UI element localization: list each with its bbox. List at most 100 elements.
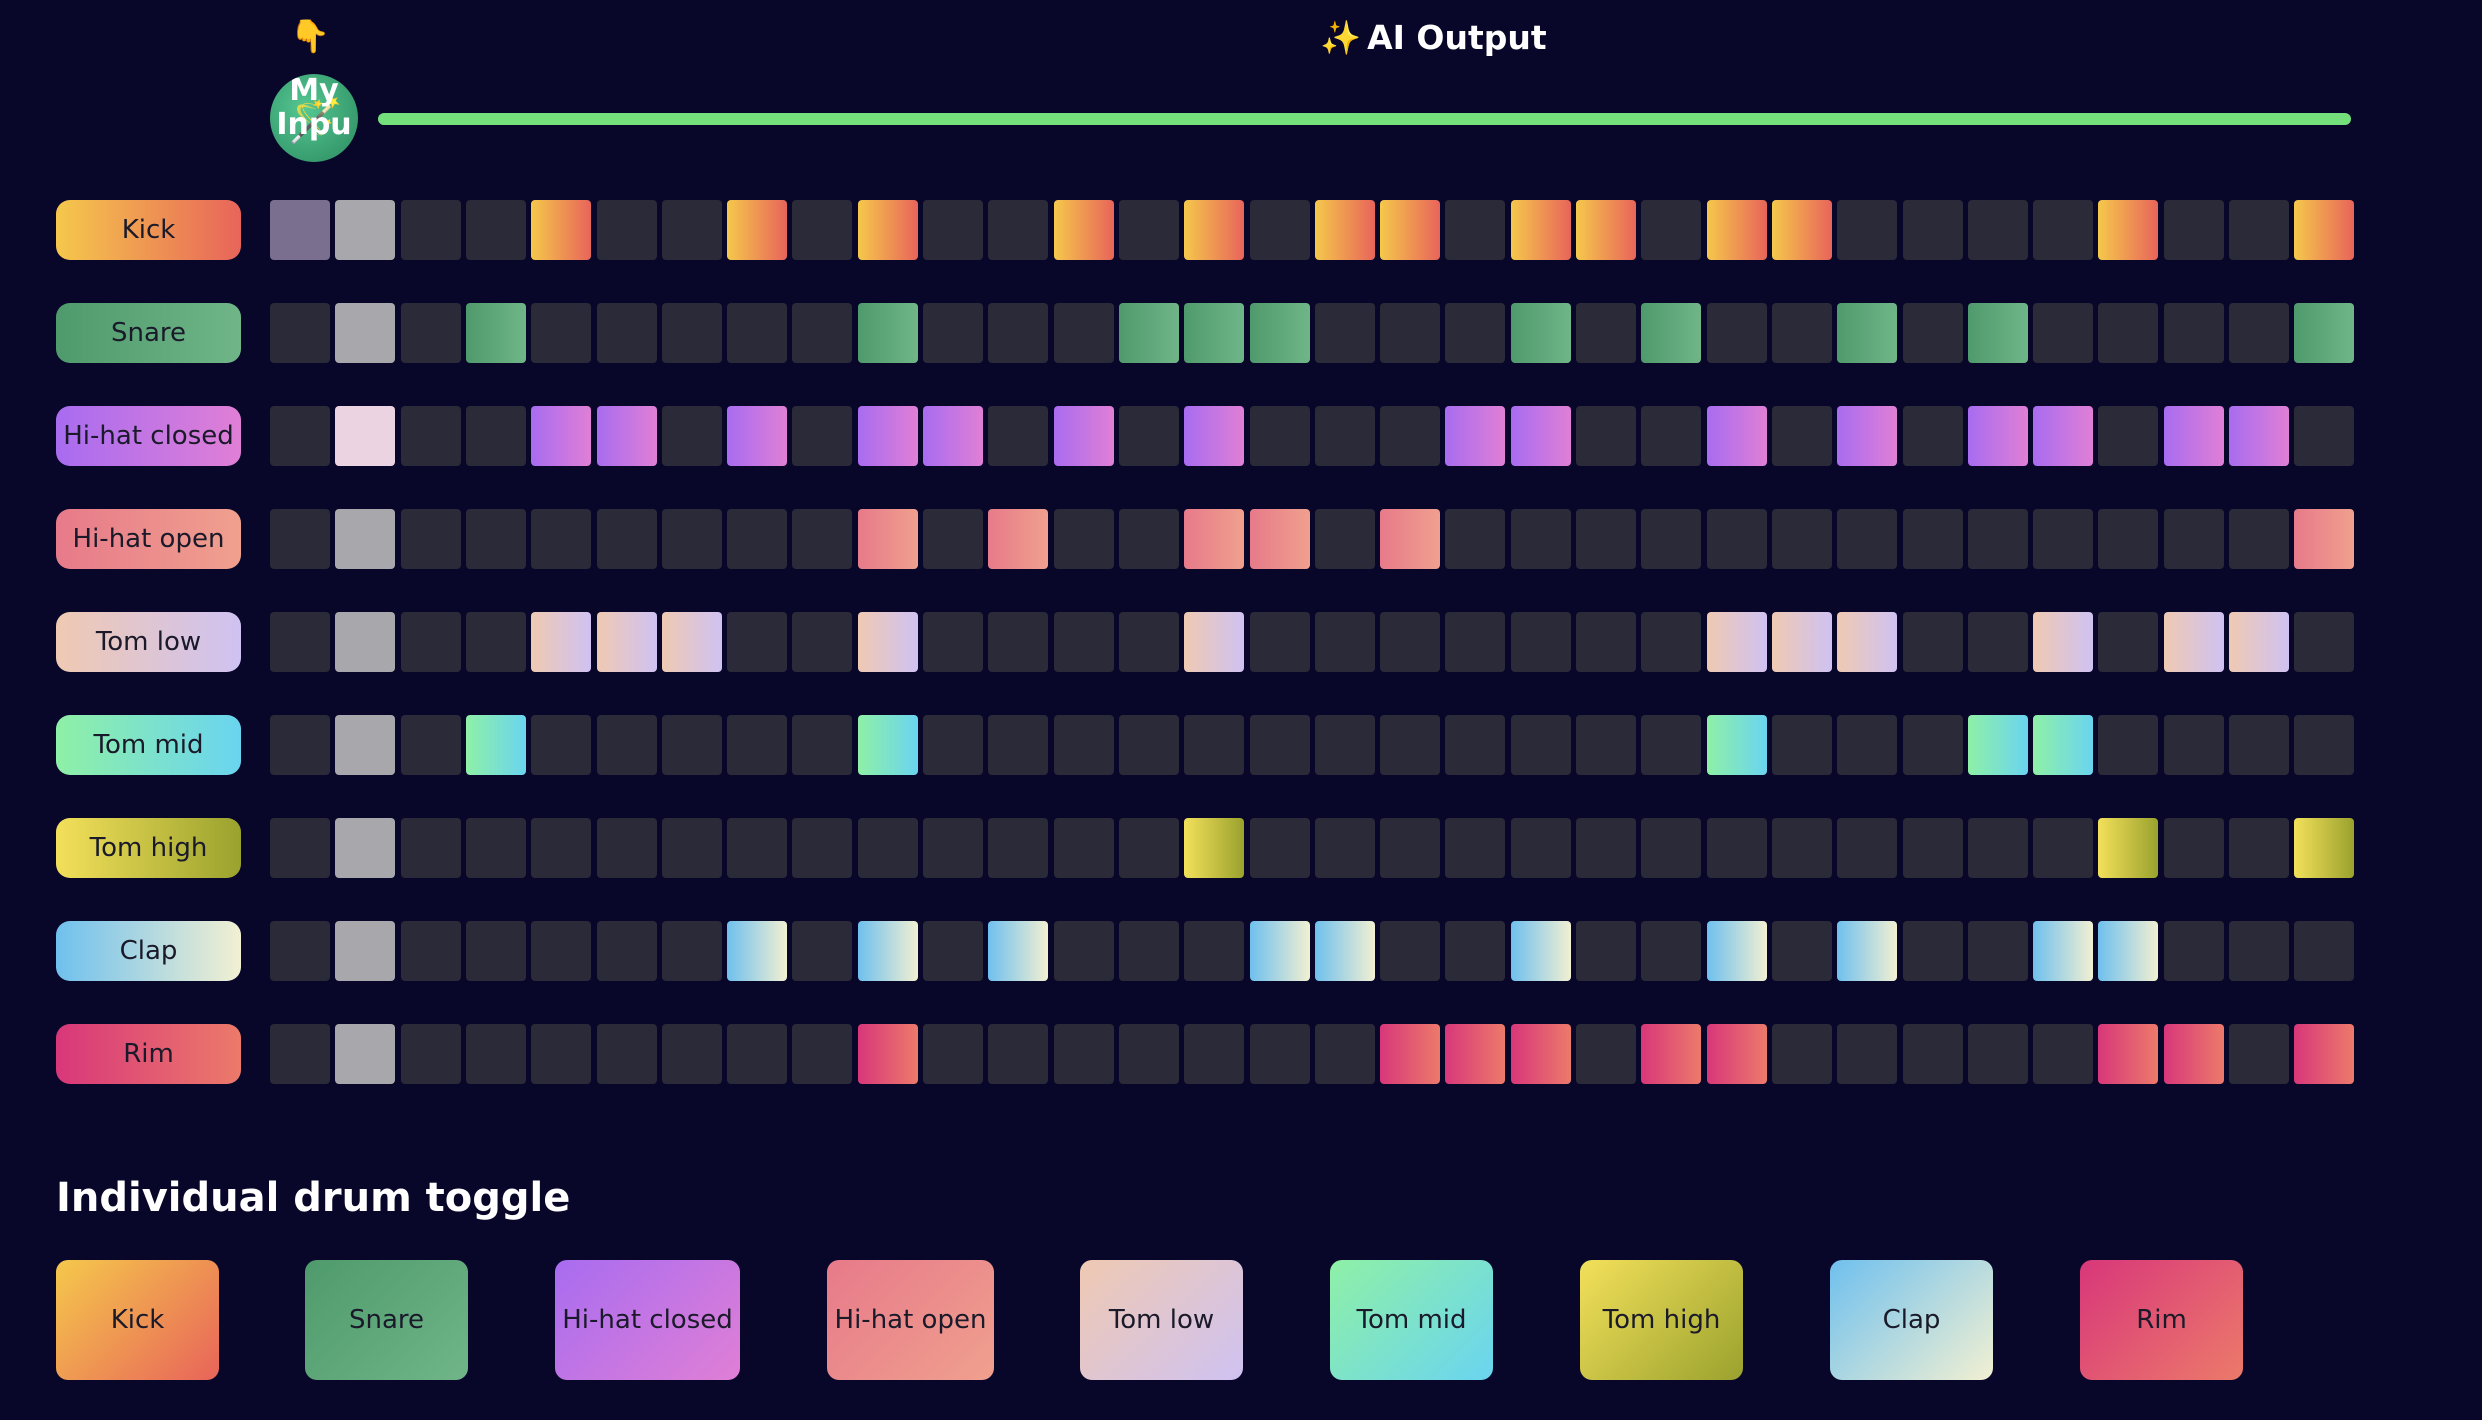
step-cell-clap-32[interactable] xyxy=(2294,921,2355,981)
step-cell-kick-11[interactable] xyxy=(923,200,983,260)
step-cell-rim-15[interactable] xyxy=(1184,1024,1245,1084)
step-cell-clap-8[interactable] xyxy=(727,921,788,981)
step-cell-tom-low-16[interactable] xyxy=(1249,612,1310,672)
step-cell-tom-mid-16[interactable] xyxy=(1249,715,1310,775)
step-cell-tom-low-28[interactable] xyxy=(2033,612,2094,672)
toggle-button-tom-high[interactable]: Tom high xyxy=(1580,1260,1743,1380)
step-cell-tom-high-14[interactable] xyxy=(1118,818,1179,878)
step-cell-rim-7[interactable] xyxy=(661,1024,722,1084)
step-cell-snare-2[interactable] xyxy=(335,303,396,363)
step-cell-hihat-closed-14[interactable] xyxy=(1118,406,1179,466)
step-cell-rim-17[interactable] xyxy=(1314,1024,1375,1084)
step-cell-snare-22[interactable] xyxy=(1641,303,1702,363)
step-cell-tom-mid-31[interactable] xyxy=(2229,715,2289,775)
step-cell-tom-low-20[interactable] xyxy=(1510,612,1571,672)
step-cell-hihat-open-6[interactable] xyxy=(596,509,657,569)
step-cell-snare-16[interactable] xyxy=(1249,303,1310,363)
step-cell-hihat-open-15[interactable] xyxy=(1184,509,1245,569)
step-cell-hihat-closed-3[interactable] xyxy=(400,406,461,466)
step-cell-hihat-open-17[interactable] xyxy=(1314,509,1375,569)
step-cell-tom-low-23[interactable] xyxy=(1706,612,1767,672)
step-cell-clap-13[interactable] xyxy=(1053,921,1114,981)
step-cell-tom-mid-21[interactable] xyxy=(1576,715,1636,775)
step-cell-clap-18[interactable] xyxy=(1380,921,1441,981)
step-cell-hihat-closed-23[interactable] xyxy=(1706,406,1767,466)
step-cell-tom-high-20[interactable] xyxy=(1510,818,1571,878)
step-cell-hihat-open-4[interactable] xyxy=(465,509,526,569)
step-cell-hihat-closed-9[interactable] xyxy=(792,406,853,466)
step-cell-tom-high-22[interactable] xyxy=(1641,818,1702,878)
step-cell-hihat-open-18[interactable] xyxy=(1380,509,1441,569)
step-cell-hihat-open-10[interactable] xyxy=(857,509,918,569)
step-cell-clap-3[interactable] xyxy=(400,921,461,981)
step-cell-hihat-open-25[interactable] xyxy=(1837,509,1898,569)
step-cell-tom-mid-3[interactable] xyxy=(400,715,461,775)
step-cell-tom-high-26[interactable] xyxy=(1902,818,1963,878)
step-cell-rim-2[interactable] xyxy=(335,1024,396,1084)
step-cell-rim-11[interactable] xyxy=(923,1024,983,1084)
step-cell-tom-high-28[interactable] xyxy=(2033,818,2094,878)
step-cell-hihat-closed-11[interactable] xyxy=(923,406,983,466)
step-cell-tom-low-4[interactable] xyxy=(465,612,526,672)
step-cell-snare-24[interactable] xyxy=(1771,303,1832,363)
step-cell-kick-1[interactable] xyxy=(270,200,330,260)
step-cell-snare-3[interactable] xyxy=(400,303,461,363)
step-cell-snare-18[interactable] xyxy=(1380,303,1441,363)
step-cell-tom-high-1[interactable] xyxy=(270,818,330,878)
step-cell-clap-22[interactable] xyxy=(1641,921,1702,981)
step-cell-hihat-closed-5[interactable] xyxy=(531,406,592,466)
step-cell-hihat-open-29[interactable] xyxy=(2098,509,2159,569)
step-cell-kick-6[interactable] xyxy=(596,200,657,260)
step-cell-hihat-closed-31[interactable] xyxy=(2229,406,2289,466)
toggle-button-hihat-open[interactable]: Hi-hat open xyxy=(827,1260,994,1380)
step-cell-tom-low-31[interactable] xyxy=(2229,612,2289,672)
step-cell-tom-low-17[interactable] xyxy=(1314,612,1375,672)
step-cell-tom-high-32[interactable] xyxy=(2294,818,2355,878)
toggle-button-kick[interactable]: Kick xyxy=(56,1260,219,1380)
step-cell-tom-low-15[interactable] xyxy=(1184,612,1245,672)
step-cell-kick-29[interactable] xyxy=(2098,200,2159,260)
step-cell-rim-12[interactable] xyxy=(988,1024,1049,1084)
step-cell-rim-14[interactable] xyxy=(1118,1024,1179,1084)
step-cell-tom-high-18[interactable] xyxy=(1380,818,1441,878)
step-cell-hihat-open-20[interactable] xyxy=(1510,509,1571,569)
step-cell-hihat-open-19[interactable] xyxy=(1445,509,1506,569)
step-cell-rim-25[interactable] xyxy=(1837,1024,1898,1084)
step-cell-tom-low-25[interactable] xyxy=(1837,612,1898,672)
step-cell-clap-29[interactable] xyxy=(2098,921,2159,981)
step-cell-tom-mid-14[interactable] xyxy=(1118,715,1179,775)
step-cell-tom-high-29[interactable] xyxy=(2098,818,2159,878)
step-cell-tom-mid-11[interactable] xyxy=(923,715,983,775)
step-cell-snare-27[interactable] xyxy=(1967,303,2028,363)
step-cell-snare-9[interactable] xyxy=(792,303,853,363)
step-cell-kick-2[interactable] xyxy=(335,200,396,260)
step-cell-tom-high-5[interactable] xyxy=(531,818,592,878)
step-cell-rim-22[interactable] xyxy=(1641,1024,1702,1084)
drum-label-tom-mid[interactable]: Tom mid xyxy=(56,715,241,775)
step-cell-hihat-open-32[interactable] xyxy=(2294,509,2355,569)
step-cell-hihat-closed-24[interactable] xyxy=(1771,406,1832,466)
step-cell-clap-12[interactable] xyxy=(988,921,1049,981)
step-cell-snare-17[interactable] xyxy=(1314,303,1375,363)
step-cell-snare-13[interactable] xyxy=(1053,303,1114,363)
step-cell-clap-15[interactable] xyxy=(1184,921,1245,981)
step-cell-hihat-open-3[interactable] xyxy=(400,509,461,569)
step-cell-tom-high-11[interactable] xyxy=(923,818,983,878)
step-cell-tom-high-6[interactable] xyxy=(596,818,657,878)
step-cell-kick-10[interactable] xyxy=(857,200,918,260)
step-cell-hihat-closed-22[interactable] xyxy=(1641,406,1702,466)
step-cell-hihat-closed-12[interactable] xyxy=(988,406,1049,466)
step-cell-tom-high-12[interactable] xyxy=(988,818,1049,878)
step-cell-hihat-closed-30[interactable] xyxy=(2163,406,2224,466)
step-cell-kick-31[interactable] xyxy=(2229,200,2289,260)
step-cell-tom-high-7[interactable] xyxy=(661,818,722,878)
step-cell-rim-6[interactable] xyxy=(596,1024,657,1084)
step-cell-clap-9[interactable] xyxy=(792,921,853,981)
step-cell-tom-low-29[interactable] xyxy=(2098,612,2159,672)
step-cell-tom-low-1[interactable] xyxy=(270,612,330,672)
step-cell-kick-26[interactable] xyxy=(1902,200,1963,260)
step-cell-rim-1[interactable] xyxy=(270,1024,330,1084)
step-cell-clap-2[interactable] xyxy=(335,921,396,981)
step-cell-hihat-closed-8[interactable] xyxy=(727,406,788,466)
step-cell-rim-4[interactable] xyxy=(465,1024,526,1084)
